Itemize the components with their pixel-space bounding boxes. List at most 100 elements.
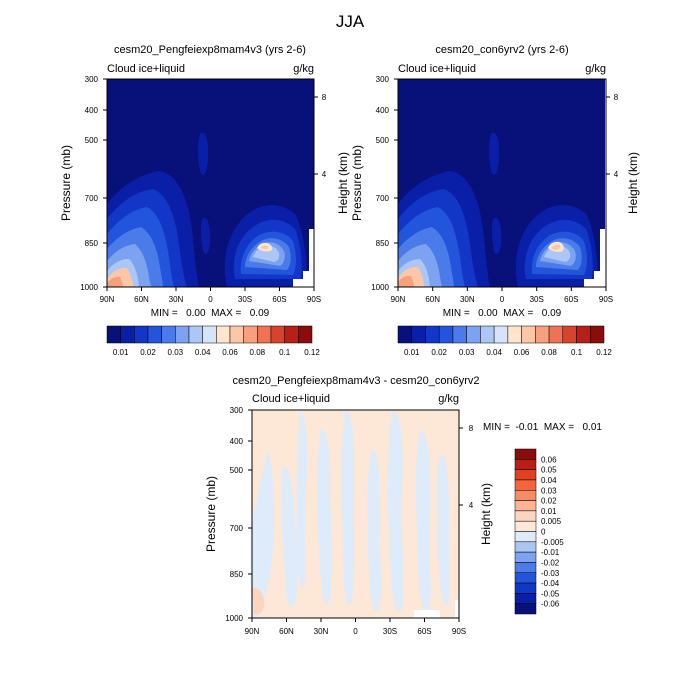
panel-a-ytick-label: 700 xyxy=(85,194,99,203)
colorbar-swatch xyxy=(229,325,244,344)
colorbar-label: -0.05 xyxy=(541,589,560,598)
panel-c-right-label: g/kg xyxy=(438,393,459,405)
panel-c-yticks: 300 400 500 700 850 1000 xyxy=(225,406,252,623)
panel-b-ytick-label: 1000 xyxy=(371,283,389,292)
colorbar-swatch xyxy=(202,325,217,344)
colorbar-swatch xyxy=(120,325,135,344)
colorbar-label: 0.02 xyxy=(541,497,557,506)
panel-b-ytick-label: 500 xyxy=(376,136,390,145)
panel-b-left-label: Cloud ice+liquid xyxy=(398,63,476,75)
panel-a-xtick-label: 90N xyxy=(100,295,115,304)
panel-b-ylabel-right: Height (km) xyxy=(626,152,640,214)
panel-c-xtick-label: 0 xyxy=(353,627,358,636)
colorbar-swatch xyxy=(548,325,564,344)
colorbar-label: 0.03 xyxy=(459,348,475,357)
colorbar-swatch xyxy=(425,325,440,344)
colorbar-swatch xyxy=(535,325,550,344)
colorbar-label: 0.01 xyxy=(113,348,129,357)
colorbar-swatch xyxy=(514,541,537,553)
panel-b-ytick-label: 700 xyxy=(376,194,390,203)
colorbar-label: 0.01 xyxy=(541,507,557,516)
panel-c-rtick-label: 8 xyxy=(469,424,474,433)
panel-a-xtick-label: 30N xyxy=(169,295,184,304)
colorbar-swatch xyxy=(438,325,454,344)
colorbar-label: 0.1 xyxy=(571,348,583,357)
colorbar-swatch xyxy=(514,459,537,470)
panel-b-title: cesm20_con6yrv2 (yrs 2-6) xyxy=(435,44,568,56)
panel-c-ytick-label: 500 xyxy=(230,466,244,475)
colorbar-label: 0.005 xyxy=(541,517,562,526)
panel-a-ytick-label: 400 xyxy=(85,106,99,115)
panel-b-field xyxy=(398,79,605,287)
panel-a-ylabel-right: Height (km) xyxy=(336,152,350,214)
panel-a-rtick-label: 8 xyxy=(322,93,327,102)
panel-a-xtick-label: 60S xyxy=(272,295,286,304)
panel-a-ytick-label: 300 xyxy=(85,75,99,84)
colorbar-swatch xyxy=(514,490,537,501)
panel-c-xtick-label: 30S xyxy=(383,627,397,636)
panel-c-ytick-label: 850 xyxy=(230,570,244,579)
panel-b: cesm20_con6yrv2 (yrs 2-6) Cloud ice+liqu… xyxy=(350,44,640,357)
colorbar-swatch xyxy=(134,325,149,344)
colorbar-label: 0.12 xyxy=(304,348,320,357)
colorbar-swatch xyxy=(514,500,537,512)
colorbar-swatch xyxy=(514,562,537,573)
panel-c-xtick-label: 30N xyxy=(314,627,329,636)
panel-a-xtick-label: 60N xyxy=(134,295,149,304)
panel-c-right-axis: 8 4 xyxy=(459,424,474,510)
colorbar-label: 0.08 xyxy=(250,348,266,357)
panel-b-xtick-label: 0 xyxy=(500,295,505,304)
colorbar-label: 0.05 xyxy=(541,466,557,475)
panel-b-ylabel: Pressure (mb) xyxy=(350,145,364,221)
page-title: JJA xyxy=(336,12,365,31)
colorbar-swatch xyxy=(576,325,591,344)
colorbar-swatch xyxy=(147,325,162,344)
colorbar-swatch xyxy=(514,551,537,563)
colorbar-swatch xyxy=(590,325,605,344)
panel-c-xticks: 90N 60N 30N 0 30S 60S 90S xyxy=(245,618,466,636)
colorbar-swatch xyxy=(175,325,190,344)
panel-a-xtick-label: 0 xyxy=(208,295,213,304)
panel-b-xtick-label: 90S xyxy=(599,295,613,304)
colorbar-label: 0.06 xyxy=(514,348,530,357)
colorbar-label: -0.02 xyxy=(541,558,560,567)
colorbar-swatch xyxy=(514,572,537,584)
colorbar-swatch xyxy=(514,520,537,532)
colorbar-swatch xyxy=(514,582,537,594)
panel-a-xtick-label: 30S xyxy=(238,295,252,304)
panel-b-rtick-label: 8 xyxy=(614,93,619,102)
colorbar-label: 0.03 xyxy=(168,348,184,357)
panel-b-xticks: 90N 60N 30N 0 30S 60S 90S xyxy=(391,287,613,304)
colorbar-swatch xyxy=(507,325,522,344)
colorbar-label: -0.01 xyxy=(541,548,560,557)
panel-c-ylabel: Pressure (mb) xyxy=(204,476,218,552)
panel-c-rtick-label: 4 xyxy=(469,501,474,510)
panel-b-yticks: 300 400 500 700 850 1000 xyxy=(371,75,398,292)
panel-c-ytick-label: 1000 xyxy=(225,614,243,623)
panel-c-field xyxy=(252,410,459,618)
colorbar-swatch xyxy=(480,325,495,344)
colorbar-swatch xyxy=(397,325,412,344)
panel-c-ylabel-right: Height (km) xyxy=(479,483,493,545)
colorbar-swatch xyxy=(243,325,258,344)
colorbar-swatch xyxy=(284,325,299,344)
panel-a-field xyxy=(107,79,314,287)
colorbar-swatch xyxy=(514,531,537,543)
panel-a-ytick-label: 500 xyxy=(85,136,99,145)
colorbar-label: 0.03 xyxy=(541,486,557,495)
colorbar-label: 0.02 xyxy=(431,348,447,357)
colorbar-swatch xyxy=(161,325,176,344)
panel-b-ytick-label: 400 xyxy=(376,106,390,115)
panel-c-ytick-label: 400 xyxy=(230,437,244,446)
panel-c: cesm20_Pengfeiexp8mam4v3 - cesm20_con6yr… xyxy=(204,375,602,636)
colorbar-label: 0.04 xyxy=(541,476,557,485)
panel-b-ytick-label: 850 xyxy=(376,239,390,248)
panel-b-xtick-label: 90N xyxy=(391,295,406,304)
colorbar-swatch xyxy=(106,325,121,344)
panel-c-colorbar: 0.060.050.040.030.020.010.0050-0.005-0.0… xyxy=(514,448,564,615)
colorbar-label: 0.08 xyxy=(541,348,557,357)
panel-a-stats: MIN = 0.00 MAX = 0.09 xyxy=(151,308,270,319)
panel-c-ytick-label: 700 xyxy=(230,524,244,533)
panel-a: cesm20_Pengfeiexp8mam4v3 (yrs 2-6) Cloud… xyxy=(59,44,350,357)
